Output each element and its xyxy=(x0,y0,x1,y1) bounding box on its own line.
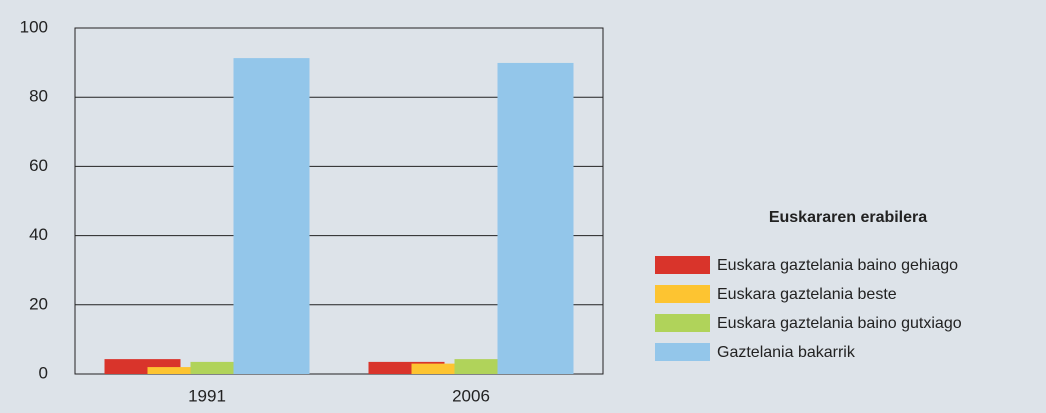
x-tick-label: 1991 xyxy=(188,386,226,405)
legend-label: Euskara gaztelania baino gutxiago xyxy=(717,315,962,332)
legend-label: Euskara gaztelania baino gehiago xyxy=(717,257,958,274)
bar xyxy=(497,62,574,375)
y-tick-label: 0 xyxy=(39,363,48,382)
legend-swatch xyxy=(655,285,710,303)
bar xyxy=(411,363,488,374)
legend-label: Euskara gaztelania beste xyxy=(717,286,897,303)
bar xyxy=(233,58,310,375)
y-tick-label: 60 xyxy=(29,156,48,175)
legend-title: Euskararen erabilera xyxy=(769,209,927,226)
legend-swatch xyxy=(655,343,710,361)
y-tick-label: 20 xyxy=(29,294,48,313)
legend-swatch xyxy=(655,256,710,274)
y-tick-label: 100 xyxy=(20,17,48,36)
legend-label: Gaztelania bakarrik xyxy=(717,344,856,361)
plot-border xyxy=(74,27,604,375)
y-tick-label: 40 xyxy=(29,225,48,244)
bar xyxy=(147,367,224,374)
y-tick-label: 80 xyxy=(29,87,48,106)
x-tick-label: 2006 xyxy=(452,386,490,405)
legend-swatch xyxy=(655,314,710,332)
